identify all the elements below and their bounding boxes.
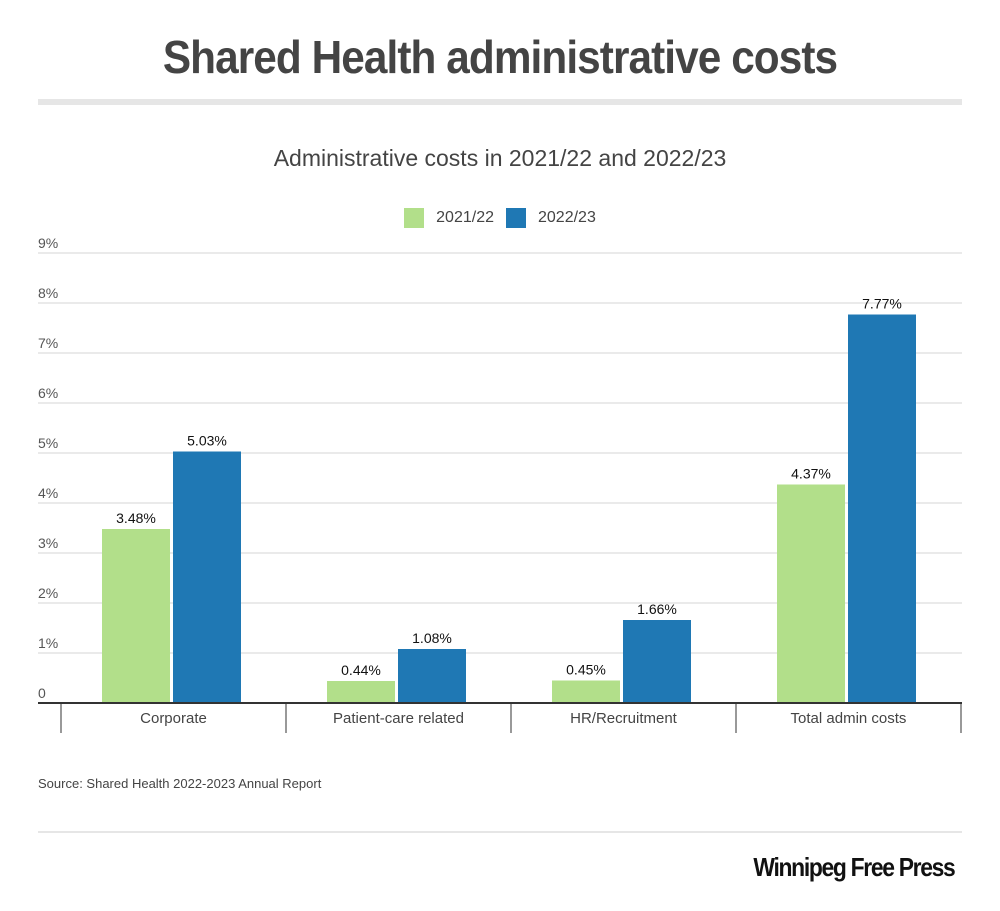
data-label: 1.66% [637,601,677,617]
bar-2022-23 [623,620,691,703]
y-tick-label: 7% [38,335,58,351]
legend-label-2022-23: 2022/23 [538,209,596,226]
bar-2021-22 [102,529,170,703]
y-tick-label: 4% [38,485,58,501]
bar-2022-23 [173,451,241,703]
data-label: 0.44% [341,662,381,678]
y-tick-label: 8% [38,285,58,301]
data-label: 5.03% [187,433,227,449]
y-tick-label: 6% [38,385,58,401]
publisher-logo: Winnipeg Free Press [752,852,955,882]
data-label: 7.77% [862,296,902,312]
legend-item-2022-23: 2022/23 [506,208,596,228]
y-tick-label: 2% [38,585,58,601]
bar-2021-22 [327,681,395,703]
data-label: 3.48% [116,510,156,526]
bar-2022-23 [398,649,466,703]
data-label: 0.45% [566,662,606,678]
page-title: Shared Health administrative costs [162,31,838,83]
x-tick-label: Patient-care related [333,710,464,727]
y-tick-label: 3% [38,535,58,551]
y-tick-label: 0 [38,685,46,701]
bar-2021-22 [552,680,620,703]
title-divider [38,99,962,105]
x-tick-label: HR/Recruitment [570,710,678,727]
legend-label-2021-22: 2021/22 [436,209,494,226]
y-tick-label: 1% [38,635,58,651]
footer-divider [38,831,962,833]
x-tick-label: Corporate [140,710,207,727]
x-tick-label: Total admin costs [791,710,907,727]
chart-title: Administrative costs in 2021/22 and 2022… [273,145,727,171]
source-note: Source: Shared Health 2022-2023 Annual R… [38,776,322,791]
y-tick-label: 5% [38,435,58,451]
legend-item-2021-22: 2021/22 [404,208,494,228]
legend-swatch-2021-22 [404,208,425,228]
legend-swatch-2022-23 [506,208,526,228]
data-label: 4.37% [791,466,831,482]
y-tick-label: 9% [38,235,58,251]
bar-2022-23 [848,314,916,703]
data-label: 1.08% [412,630,452,646]
chart-legend: 2021/22 2022/23 [0,208,1000,228]
bar-2021-22 [777,484,845,703]
